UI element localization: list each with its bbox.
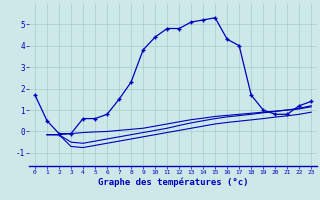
X-axis label: Graphe des températures (°c): Graphe des températures (°c)	[98, 178, 248, 187]
